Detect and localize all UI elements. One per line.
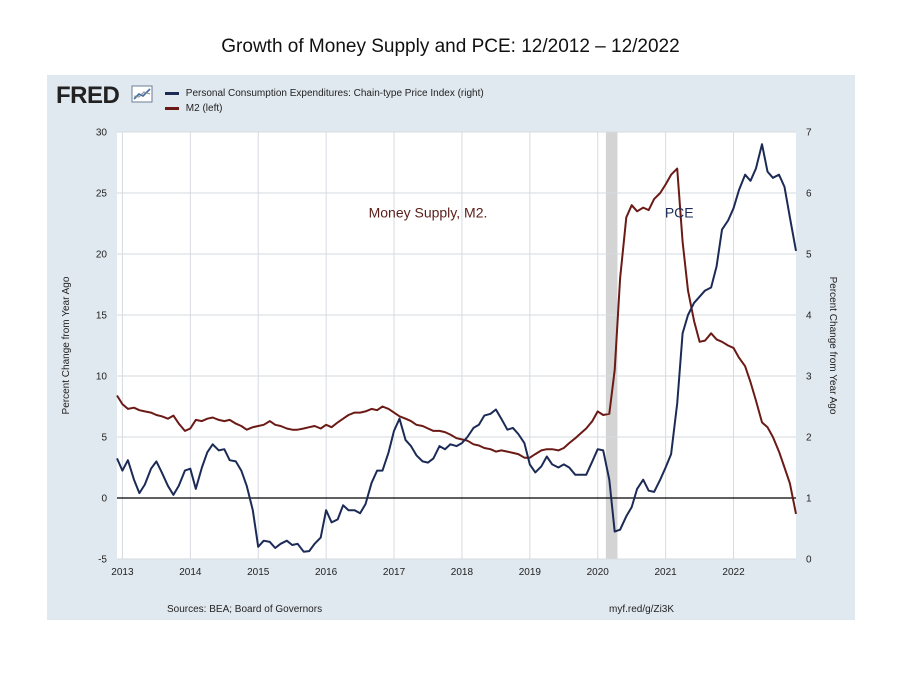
annotation-pce: PCE [665, 204, 694, 220]
y-tick-left-label: -5 [98, 555, 107, 566]
annotation-m2: Money Supply, M2. [369, 204, 488, 220]
y-tick-left-label: 20 [96, 250, 108, 261]
legend-label-m2: M2 (left) [185, 103, 223, 114]
x-tick-label: 2019 [519, 567, 542, 578]
chart-legend: Personal Consumption Expenditures: Chain… [165, 86, 484, 116]
y-axis-right-title: Percent Change from Year Ago [827, 277, 838, 415]
x-tick-label: 2013 [111, 567, 134, 578]
series-line-pce [116, 143, 797, 553]
series-line-m2 [116, 167, 797, 515]
y-tick-right-label: 2 [806, 433, 812, 444]
y-axis-left-title: Percent Change from Year Ago [61, 276, 72, 414]
chart-svg: -5 0 5 10 15 20 25 30 0 1 2 3 4 5 6 7 2013 2014 2015 2016 20… [61, 128, 838, 579]
y-tick-right-label: 5 [806, 250, 812, 261]
x-tick-label: 2016 [315, 567, 338, 578]
y-tick-left-label: 15 [96, 311, 108, 322]
y-tick-right-label: 4 [806, 311, 812, 322]
plot-area [117, 132, 796, 559]
y-tick-right-label: 1 [806, 494, 812, 505]
y-tick-left-label: 0 [101, 494, 107, 505]
y-tick-right-label: 0 [806, 555, 812, 566]
y-tick-left-label: 10 [96, 372, 108, 383]
fred-chart-panel: -5 0 5 10 15 20 25 30 0 1 2 3 4 5 6 7 2013 2014 2015 2016 20… [47, 75, 855, 620]
legend-item-m2[interactable]: M2 (left) [165, 101, 484, 116]
y-tick-left-label: 30 [96, 128, 108, 139]
x-tick-label: 2022 [722, 567, 745, 578]
y-tick-left-label: 25 [96, 189, 108, 200]
y-tick-right-label: 3 [806, 372, 812, 383]
chart-sources: Sources: BEA; Board of Governors [167, 604, 323, 615]
y-tick-right-label: 6 [806, 189, 812, 200]
y-tick-right-label: 7 [806, 128, 812, 139]
fred-chart-icon [131, 85, 153, 103]
legend-label-pce: Personal Consumption Expenditures: Chain… [185, 88, 484, 99]
fred-logo[interactable]: FRED [56, 82, 120, 109]
x-tick-label: 2017 [383, 567, 406, 578]
legend-swatch-m2 [165, 106, 179, 110]
x-tick-label: 2015 [247, 567, 270, 578]
recession-band [605, 132, 618, 559]
legend-swatch-pce [165, 91, 179, 95]
slide-title: Growth of Money Supply and PCE: 12/2012 … [221, 36, 680, 57]
chart-link[interactable]: myf.red/g/Zi3K [609, 604, 675, 615]
x-tick-label: 2014 [179, 567, 202, 578]
x-tick-label: 2021 [655, 567, 678, 578]
legend-item-pce[interactable]: Personal Consumption Expenditures: Chain… [165, 86, 484, 101]
y-tick-left-label: 5 [101, 433, 107, 444]
x-tick-label: 2018 [451, 567, 474, 578]
x-tick-label: 2020 [587, 567, 610, 578]
